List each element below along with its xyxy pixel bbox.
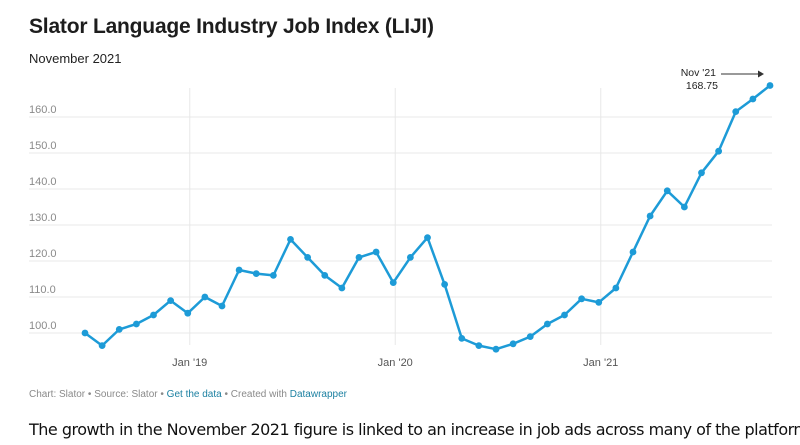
x-tick-label: Jan '19 bbox=[172, 357, 207, 369]
data-point bbox=[355, 254, 363, 261]
get-the-data-link[interactable]: Get the data bbox=[166, 389, 222, 400]
annotation-arrowhead bbox=[758, 70, 764, 78]
data-point bbox=[715, 147, 723, 155]
data-point bbox=[201, 293, 209, 301]
datawrapper-link[interactable]: Datawrapper bbox=[289, 389, 347, 400]
footer-separator: • bbox=[87, 389, 92, 400]
y-tick-label: 110.0 bbox=[29, 284, 56, 296]
data-point bbox=[543, 320, 551, 328]
data-point bbox=[98, 342, 106, 349]
data-point bbox=[578, 295, 586, 303]
y-tick-label: 120.0 bbox=[29, 248, 57, 260]
x-tick-label: Jan '20 bbox=[378, 357, 413, 369]
data-point bbox=[167, 297, 175, 304]
data-point bbox=[389, 279, 397, 286]
data-point bbox=[304, 254, 312, 261]
data-point bbox=[441, 281, 449, 288]
data-point bbox=[132, 320, 140, 328]
y-tick-label: 160.0 bbox=[29, 104, 57, 116]
data-point bbox=[680, 203, 688, 211]
article-paragraph: The growth in the November 2021 figure i… bbox=[29, 420, 800, 439]
data-point bbox=[269, 272, 277, 279]
chart-subtitle: November 2021 bbox=[29, 51, 122, 66]
data-point bbox=[372, 248, 380, 256]
annotation-label: Nov '21 bbox=[681, 67, 716, 79]
grid-lines bbox=[29, 88, 772, 345]
data-point bbox=[218, 302, 226, 310]
data-point bbox=[406, 254, 414, 261]
data-series bbox=[81, 82, 774, 353]
y-tick-label: 100.0 bbox=[29, 320, 57, 332]
series-line bbox=[84, 84, 771, 351]
data-point bbox=[287, 236, 294, 243]
chart-title: Slator Language Industry Job Index (LIJI… bbox=[29, 15, 434, 38]
data-point bbox=[595, 299, 603, 306]
data-point bbox=[629, 248, 637, 256]
data-point bbox=[526, 333, 534, 340]
data-point bbox=[749, 95, 757, 103]
data-point bbox=[321, 272, 329, 279]
data-point bbox=[338, 284, 346, 292]
data-point bbox=[766, 82, 774, 89]
line-chart: 100.0 110.0 120.0 130.0 140.0 150.0 160.0 Jan … bbox=[29, 67, 774, 369]
y-tick-label: 150.0 bbox=[29, 140, 57, 152]
data-point bbox=[509, 340, 517, 348]
y-tick-label: 130.0 bbox=[29, 212, 57, 224]
data-point bbox=[612, 284, 620, 292]
data-point bbox=[252, 270, 260, 277]
data-point bbox=[115, 326, 123, 333]
data-point bbox=[424, 234, 431, 242]
data-point bbox=[184, 309, 192, 317]
data-point bbox=[150, 311, 157, 319]
data-point bbox=[561, 311, 568, 319]
data-point bbox=[458, 335, 466, 342]
footer-separator: • bbox=[224, 389, 229, 400]
annotation-value: 168.75 bbox=[686, 80, 718, 92]
footer-chart-credit: Chart: Slator bbox=[29, 389, 86, 400]
y-tick-label: 140.0 bbox=[29, 176, 57, 188]
data-point bbox=[646, 212, 654, 220]
footer-source: Source: Slator bbox=[94, 389, 158, 400]
x-tick-label: Jan '21 bbox=[583, 357, 618, 369]
data-point bbox=[492, 345, 500, 353]
data-point bbox=[235, 266, 243, 274]
footer-created-with: Created with bbox=[230, 389, 287, 400]
y-axis-labels: 100.0 110.0 120.0 130.0 140.0 150.0 160.0 bbox=[29, 104, 57, 332]
data-point bbox=[732, 108, 740, 115]
footer-separator: • bbox=[160, 389, 164, 400]
data-point bbox=[475, 342, 483, 349]
data-point bbox=[81, 329, 89, 337]
data-point bbox=[698, 169, 705, 177]
chart-footer: Chart: Slator • Source: Slator • Get the… bbox=[29, 389, 347, 400]
x-axis-labels: Jan '19 Jan '20 Jan '21 bbox=[172, 357, 618, 369]
data-point bbox=[663, 187, 671, 195]
